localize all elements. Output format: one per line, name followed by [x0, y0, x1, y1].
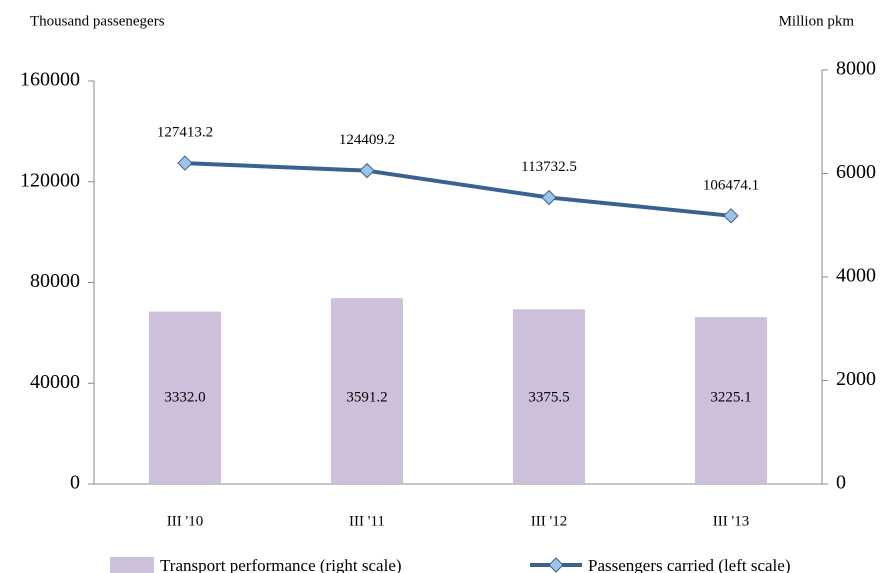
line-value-label: 113732.5	[521, 159, 577, 175]
bar-value-label: 3225.1	[710, 389, 751, 405]
marker	[723, 208, 739, 224]
y2-tick-label: 0	[836, 472, 846, 494]
y2-tick-label: 4000	[836, 265, 876, 287]
y2-tick-label: 8000	[836, 58, 876, 80]
y2-axis-label: Million pkm	[779, 13, 855, 29]
bar	[695, 317, 767, 484]
marker	[541, 189, 557, 206]
x-tick-label: III '12	[531, 513, 567, 529]
y-tick-label: 40000	[30, 371, 80, 393]
y-tick-label: 160000	[20, 69, 80, 91]
bar	[513, 309, 585, 484]
x-tick-label: III '11	[349, 513, 385, 529]
y2-tick-label: 6000	[836, 161, 876, 183]
legend-label: Transport performance (right scale)	[160, 556, 402, 573]
y-tick-label: 0	[70, 472, 80, 494]
bar	[331, 298, 403, 484]
y2-tick-label: 2000	[836, 368, 876, 390]
y-tick-label: 80000	[30, 270, 80, 292]
line-value-label: 127413.2	[157, 125, 213, 141]
marker	[359, 162, 375, 179]
line	[184, 161, 732, 218]
legend-marker	[548, 557, 564, 573]
bar-value-label: 3332.0	[164, 389, 205, 405]
bar	[149, 311, 221, 484]
y-axis-label: Thousand passenegers	[30, 13, 165, 29]
line-value-label: 124409.2	[339, 132, 395, 148]
bar-value-label: 3375.5	[528, 389, 569, 405]
x-tick-label: III '10	[167, 513, 203, 529]
marker	[177, 155, 193, 171]
line-value-label: 106474.1	[703, 177, 759, 193]
y-tick-label: 120000	[20, 169, 80, 191]
bar-value-label: 3591.2	[346, 389, 387, 405]
legend-label: Passengers carried (left scale)	[588, 556, 790, 573]
x-tick-label: III '13	[713, 513, 749, 529]
legend-swatch	[110, 557, 154, 573]
